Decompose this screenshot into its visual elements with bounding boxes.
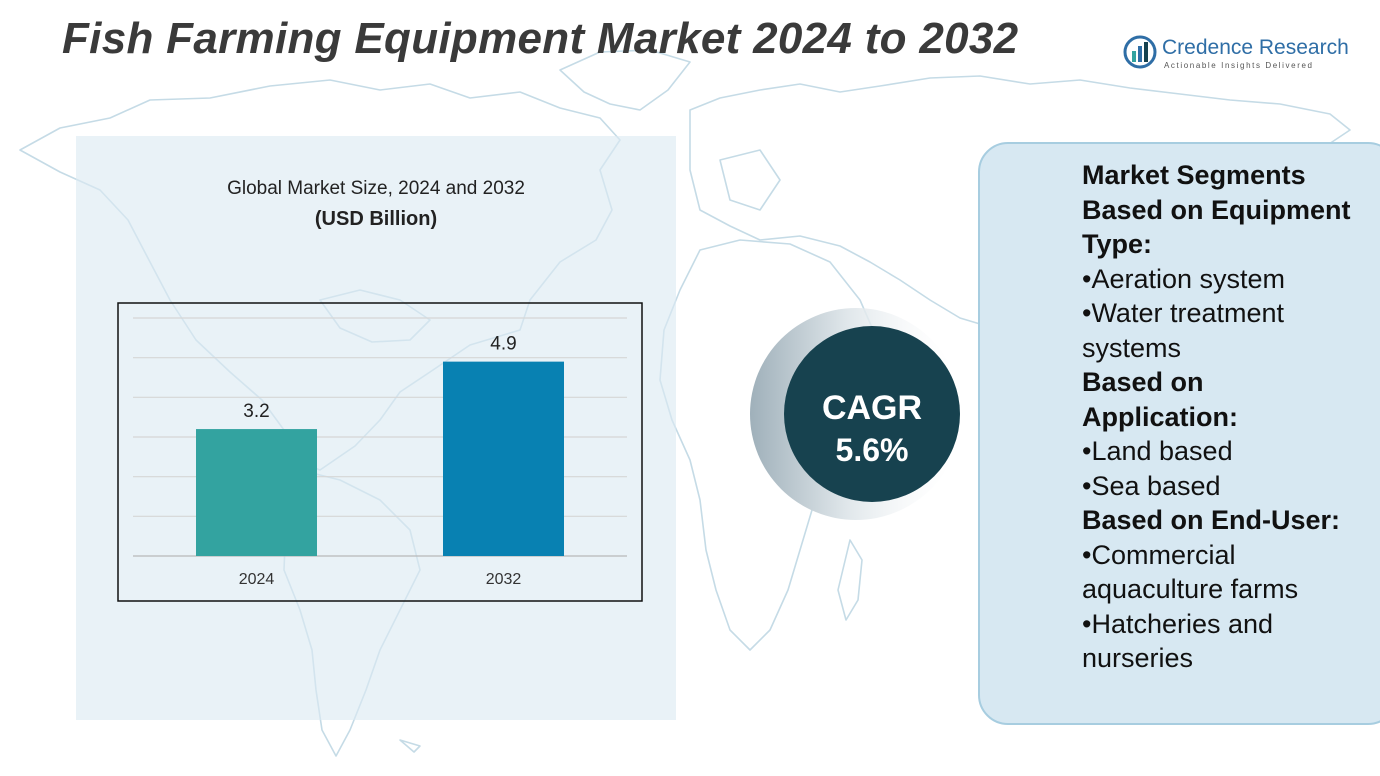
segment-heading: Type: xyxy=(1082,229,1153,259)
credence-logo-icon xyxy=(1123,35,1157,69)
x-tick-label-2024: 2024 xyxy=(239,571,275,588)
segment-heading: Based on End-User: xyxy=(1082,505,1341,535)
cagr-label: CAGR xyxy=(821,389,923,427)
segment-heading: Application: xyxy=(1082,401,1238,432)
bar-2024 xyxy=(196,429,317,556)
segment-heading: Based on xyxy=(1082,367,1204,397)
bar-2032 xyxy=(443,361,564,556)
data-label-2032: 4.9 xyxy=(490,334,516,355)
cagr-value: 5.6% xyxy=(835,432,909,468)
page-title: Fish Farming Equipment Market 2024 to 20… xyxy=(62,14,1019,63)
chart-bars xyxy=(196,361,564,556)
logo-name: Credence Research xyxy=(1162,36,1349,59)
bar-chart: 3.2 2024 4.9 2032 xyxy=(117,302,643,602)
cagr-badge xyxy=(750,308,962,520)
segment-heading: Based on Equipment xyxy=(1082,194,1351,225)
chart-unit: (USD Billion) xyxy=(314,208,438,230)
market-segments-panel xyxy=(978,142,1380,725)
chart-title: Global Market Size, 2024 and 2032 xyxy=(227,178,525,199)
segment-item: •Commercial xyxy=(1082,539,1236,570)
segment-item: •Land based xyxy=(1082,436,1233,466)
segment-item: •Hatcheries and xyxy=(1082,608,1274,639)
chart-panel: Global Market Size, 2024 and 2032 (USD B… xyxy=(76,136,676,720)
brand-logo[interactable]: Credence Research Actionable Insights De… xyxy=(1122,34,1352,74)
segment-item: •Aeration system xyxy=(1082,263,1286,294)
segment-item: nurseries xyxy=(1082,643,1194,673)
segment-item: systems xyxy=(1082,332,1182,363)
chart-labels: 3.2 2024 4.9 2032 xyxy=(239,334,522,588)
segment-heading: Market Segments xyxy=(1082,160,1306,190)
logo-tagline: Actionable Insights Delivered xyxy=(1164,61,1314,70)
chart-frame xyxy=(117,302,643,602)
cagr-circle xyxy=(784,326,960,502)
segment-item: •Water treatment xyxy=(1082,298,1285,328)
market-segments-list: Market Segments Based on Equipment Type: •A… xyxy=(1082,158,1380,676)
data-label-2024: 3.2 xyxy=(243,401,269,422)
x-tick-label-2032: 2032 xyxy=(486,571,522,588)
segment-item: •Sea based xyxy=(1082,470,1221,501)
segment-item: aquaculture farms xyxy=(1082,574,1299,604)
